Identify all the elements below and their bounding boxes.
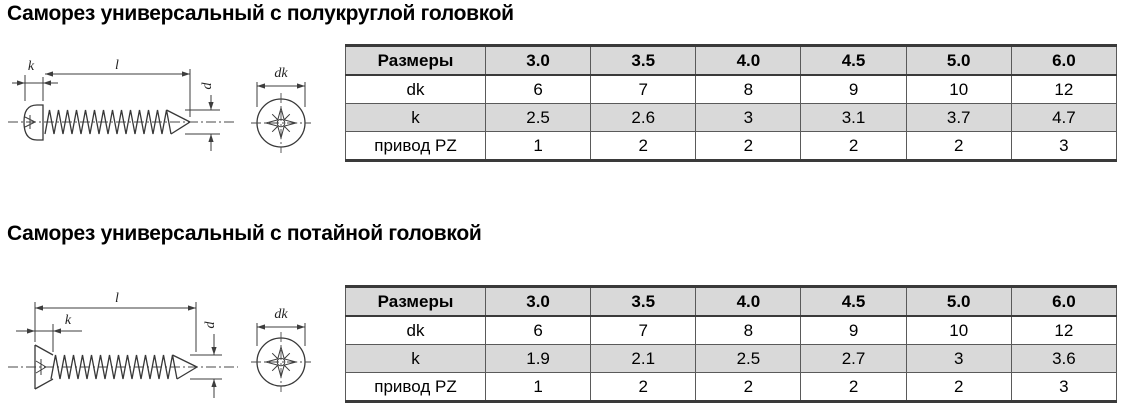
- table-cell: 2: [695, 372, 802, 403]
- thread-profile: [44, 109, 172, 135]
- dimension-label-d: d: [203, 321, 218, 329]
- screw-side-view: [34, 344, 198, 390]
- screw-front-view: [251, 93, 311, 153]
- row-label: k: [345, 103, 486, 132]
- table-cell: 2.6: [590, 103, 697, 132]
- screw-tip: [172, 354, 198, 380]
- table-cell: 7: [590, 315, 697, 345]
- pz-recess-icon: [264, 106, 298, 140]
- table-cell: 2.5: [695, 344, 802, 373]
- row-label: k: [345, 344, 486, 373]
- screw-tip: [166, 109, 191, 135]
- table-row-dk: dk 6 7 8 9 10 12: [345, 74, 1118, 104]
- table-cell: 8: [695, 315, 802, 345]
- table-cell: 7: [590, 74, 697, 104]
- table-cell: 2: [905, 372, 1012, 403]
- section1-title: Саморез универсальный с полукруглой голо…: [7, 2, 514, 25]
- table-cell: 8: [695, 74, 802, 104]
- table-cell: 2.5: [484, 103, 592, 132]
- dimension-label-dk: dk: [274, 66, 288, 81]
- table-row-drive: привод PZ 1 2 2 2 2 3: [345, 131, 1118, 162]
- row-label: привод PZ: [345, 372, 486, 403]
- column-header: 4.5: [800, 285, 907, 317]
- table-header-row: Размеры 3.0 3.5 4.0 4.5 5.0 6.0: [345, 44, 1118, 76]
- table-cell: 1: [484, 131, 592, 162]
- table-row-drive: привод PZ 1 2 2 2 2 3: [345, 372, 1118, 403]
- column-header: 3.5: [590, 285, 697, 317]
- dimension-dk: dk: [256, 66, 306, 107]
- pan-head-dimensions-table: Размеры 3.0 3.5 4.0 4.5 5.0 6.0 dk 6 7 8…: [345, 44, 1118, 162]
- table-cell: 2: [590, 372, 697, 403]
- row-label: dk: [345, 74, 486, 104]
- table-cell: 2: [905, 131, 1012, 162]
- pan-head-screw-drawing: k l d dk: [8, 58, 311, 153]
- table-cell: 9: [800, 74, 907, 104]
- dimension-k: k: [16, 313, 82, 352]
- dimension-k: k: [12, 59, 58, 101]
- table-cell: 6: [484, 315, 592, 345]
- column-header: 5.0: [905, 44, 1012, 76]
- pz-recess-icon: [264, 345, 298, 379]
- table-cell: 12: [1010, 315, 1118, 345]
- dimension-label-l: l: [115, 291, 119, 306]
- dimension-dk: dk: [256, 307, 306, 346]
- screw-front-view: [251, 332, 311, 392]
- table-cell: 1.9: [484, 344, 592, 373]
- table-cell: 2: [590, 131, 697, 162]
- countersunk-head-screw-drawing: l k d dk: [8, 291, 311, 398]
- dimension-d: d: [185, 82, 220, 151]
- table-cell: 4.7: [1010, 103, 1118, 132]
- table-header-row: Размеры 3.0 3.5 4.0 4.5 5.0 6.0: [345, 285, 1118, 317]
- column-header: 5.0: [905, 285, 1012, 317]
- column-header: 6.0: [1010, 285, 1118, 317]
- dimension-label-dk: dk: [274, 307, 288, 322]
- column-header: 3.0: [484, 285, 592, 317]
- screw-side-view: [23, 104, 191, 141]
- table-cell: 3.1: [800, 103, 907, 132]
- recess-section-lines: [35, 359, 47, 375]
- table-cell: 1: [484, 372, 592, 403]
- column-header: 6.0: [1010, 44, 1118, 76]
- dimension-label-l: l: [115, 58, 119, 73]
- dimension-label-k: k: [28, 59, 35, 74]
- row-label: dk: [345, 315, 486, 345]
- countersunk-head-dimensions-table: Размеры 3.0 3.5 4.0 4.5 5.0 6.0 dk 6 7 8…: [345, 285, 1118, 403]
- table-cell: 2: [800, 372, 907, 403]
- table-cell: 3: [1010, 131, 1118, 162]
- table-cell: 10: [905, 315, 1012, 345]
- column-header: 4.5: [800, 44, 907, 76]
- column-header: Размеры: [345, 285, 486, 317]
- section2-title: Саморез универсальный с потайной головко…: [7, 222, 482, 245]
- recess-section-lines: [24, 115, 36, 129]
- thread-profile: [50, 354, 178, 380]
- column-header: 3.5: [590, 44, 697, 76]
- table-cell: 3.7: [905, 103, 1012, 132]
- table-cell: 3: [695, 103, 802, 132]
- dimension-d: d: [190, 321, 222, 398]
- table-cell: 2.7: [800, 344, 907, 373]
- table-cell: 3: [905, 344, 1012, 373]
- dimension-label-k: k: [65, 313, 72, 328]
- table-cell: 2.1: [590, 344, 697, 373]
- table-row-k: k 2.5 2.6 3 3.1 3.7 4.7: [345, 103, 1118, 132]
- table-cell: 3: [1010, 372, 1118, 403]
- dimension-label-d: d: [200, 82, 215, 90]
- table-cell: 6: [484, 74, 592, 104]
- column-header: 4.0: [695, 285, 802, 317]
- column-header: 4.0: [695, 44, 802, 76]
- row-label: привод PZ: [345, 131, 486, 162]
- table-row-k: k 1.9 2.1 2.5 2.7 3 3.6: [345, 344, 1118, 373]
- table-cell: 3.6: [1010, 344, 1118, 373]
- table-cell: 2: [695, 131, 802, 162]
- dimension-l: l: [34, 291, 197, 352]
- table-cell: 10: [905, 74, 1012, 104]
- column-header: Размеры: [345, 44, 486, 76]
- column-header: 3.0: [484, 44, 592, 76]
- table-cell: 2: [800, 131, 907, 162]
- table-row-dk: dk 6 7 8 9 10 12: [345, 315, 1118, 345]
- dimension-l: l: [45, 58, 191, 117]
- table-cell: 9: [800, 315, 907, 345]
- table-cell: 12: [1010, 74, 1118, 104]
